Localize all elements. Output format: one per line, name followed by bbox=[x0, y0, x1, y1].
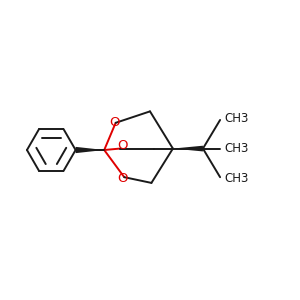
Text: CH3: CH3 bbox=[224, 172, 249, 185]
Text: O: O bbox=[118, 139, 128, 152]
Polygon shape bbox=[173, 146, 203, 152]
Text: O: O bbox=[118, 172, 128, 185]
Text: CH3: CH3 bbox=[224, 112, 249, 125]
Text: CH3: CH3 bbox=[224, 142, 249, 155]
Polygon shape bbox=[76, 147, 104, 153]
Text: O: O bbox=[109, 116, 119, 129]
